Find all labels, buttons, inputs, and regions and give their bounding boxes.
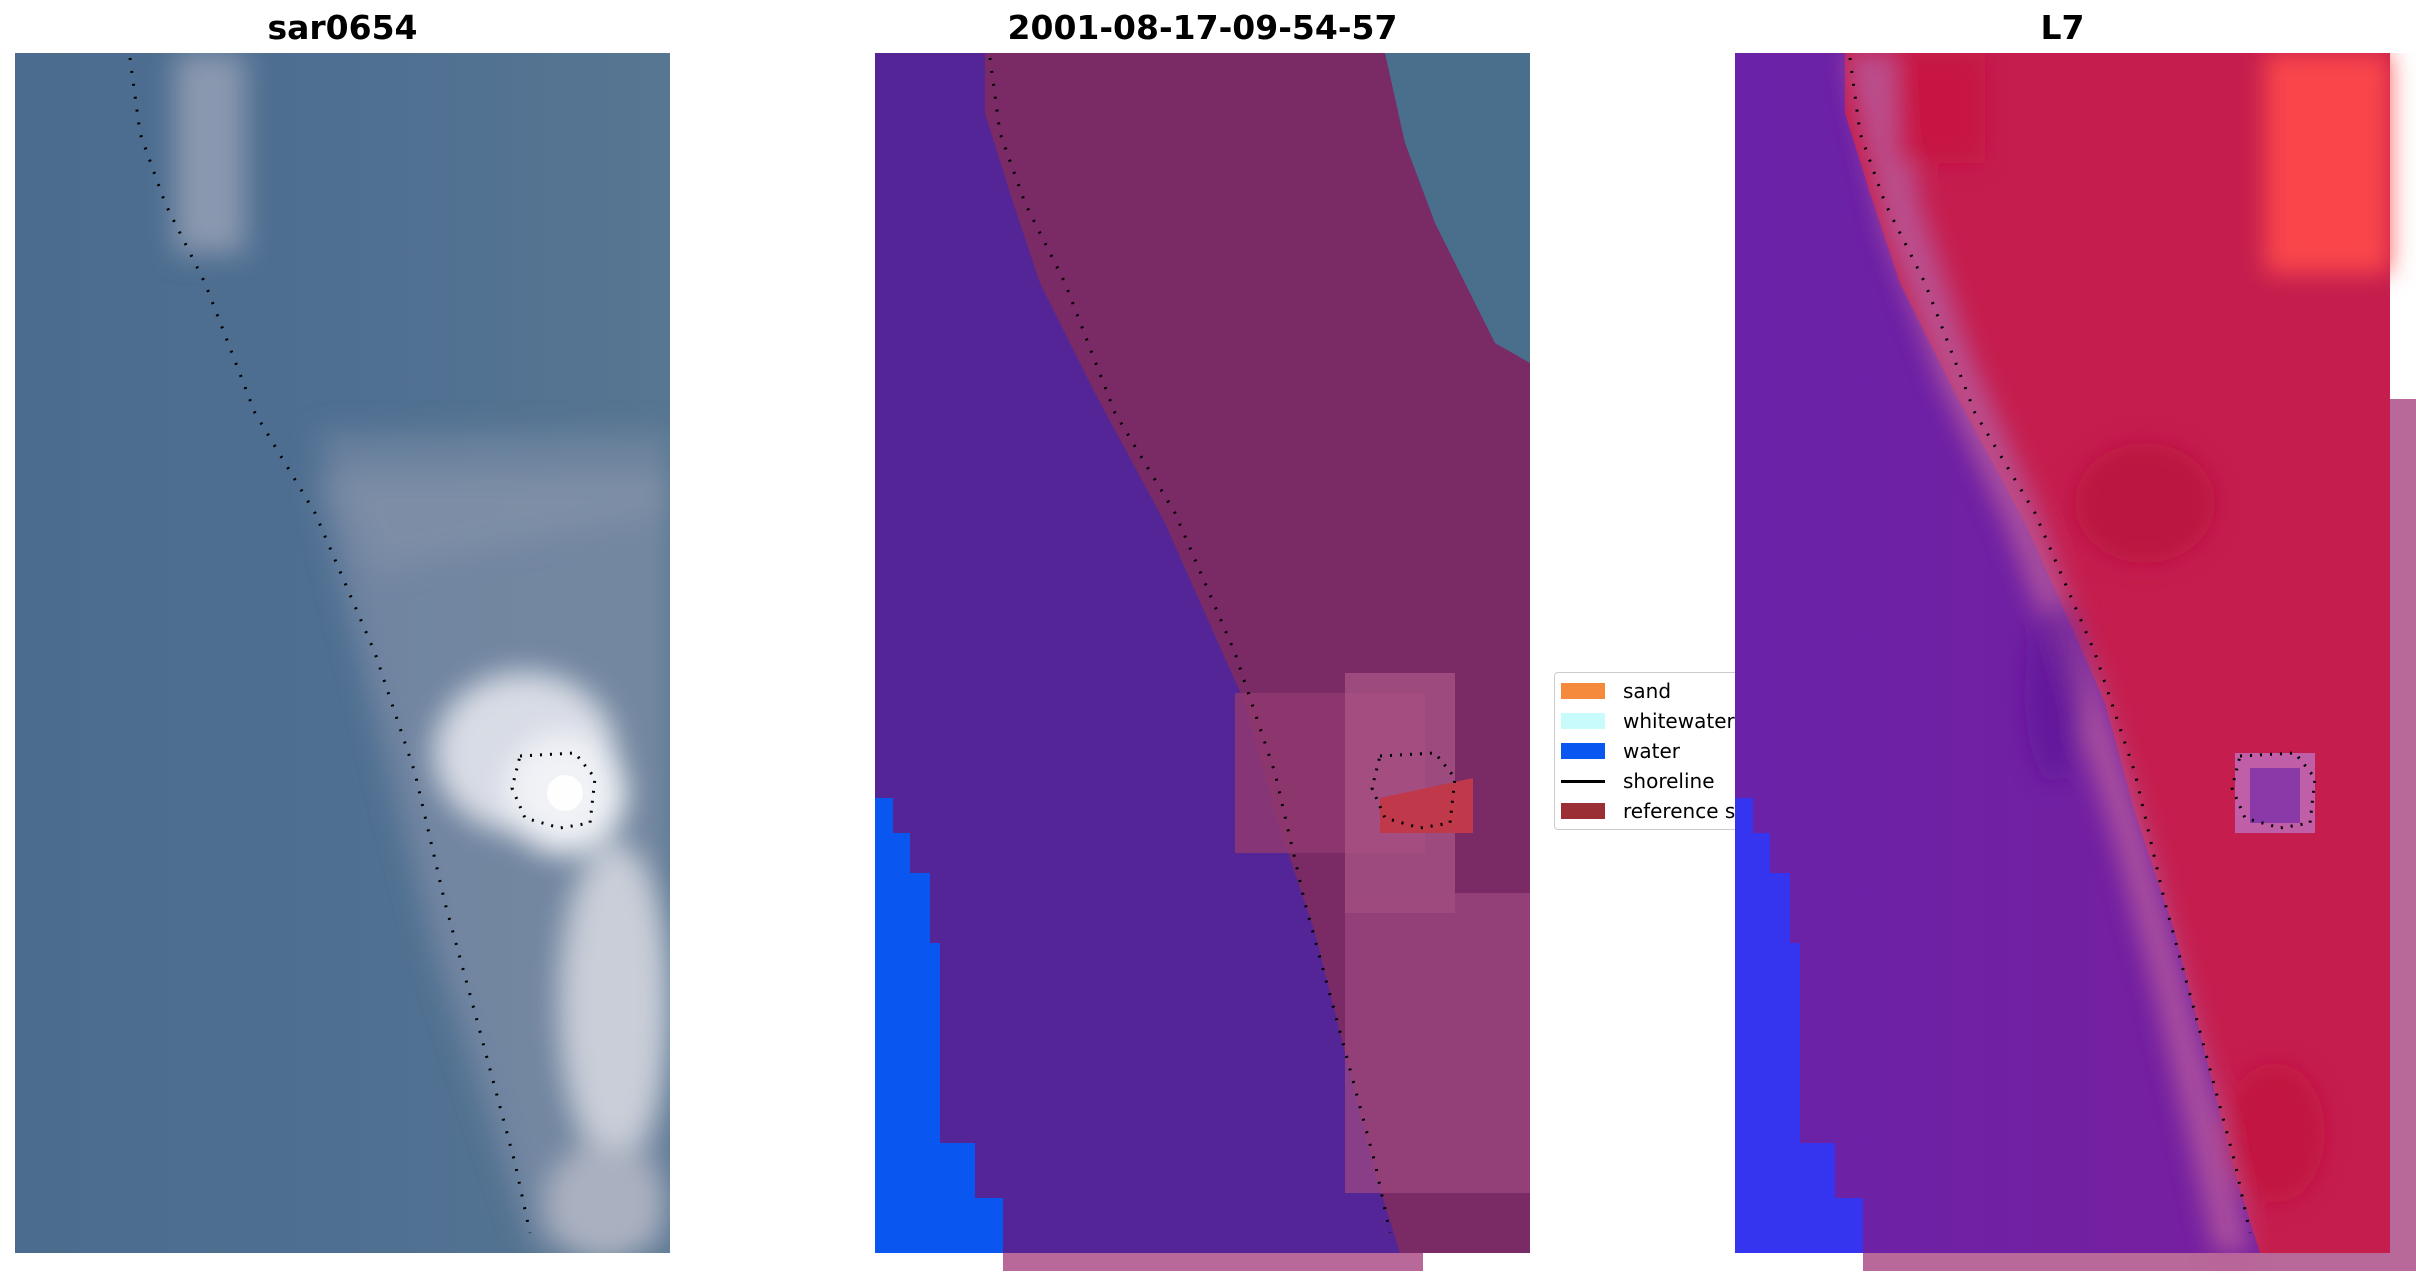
legend: sand whitewater water shoreline referenc… (1554, 672, 1744, 830)
rgb-image-panel (15, 53, 670, 1253)
reference-shoreline-loop (510, 751, 597, 830)
rgb-image (15, 53, 670, 1253)
legend-item-whitewater: whitewater (1555, 707, 1743, 737)
legend-item-shoreline: shoreline (1555, 767, 1743, 797)
reference-shoreline-loop (1370, 751, 1457, 830)
shoreline-line-swatch (1561, 780, 1605, 783)
reference-shoreline-swatch (1561, 803, 1605, 819)
legend-item-water: water (1555, 737, 1743, 767)
legend-label: shoreline (1623, 769, 1715, 793)
panel-title-classified: 2001-08-17-09-54-57 (1007, 8, 1398, 47)
panel-title-index: L7 (2040, 8, 2085, 47)
legend-item-sand: sand (1555, 677, 1743, 707)
classified-image-panel (875, 53, 1555, 1273)
index-image-panel (1735, 53, 2416, 1273)
panel-title-rgb: sar0654 (267, 8, 418, 47)
index-image (1735, 53, 2416, 1271)
reference-shoreline-loop (2230, 751, 2317, 830)
legend-label: sand (1623, 679, 1672, 703)
classified-image (875, 53, 1530, 1271)
whitewater-swatch (1561, 713, 1605, 729)
legend-label: whitewater (1623, 709, 1735, 733)
legend-item-reference-shoreline: reference shoreline (1555, 797, 1743, 827)
water-swatch (1561, 743, 1605, 759)
sand-swatch (1561, 683, 1605, 699)
legend-label: reference shoreline (1623, 799, 1743, 823)
legend-label: water (1623, 739, 1680, 763)
